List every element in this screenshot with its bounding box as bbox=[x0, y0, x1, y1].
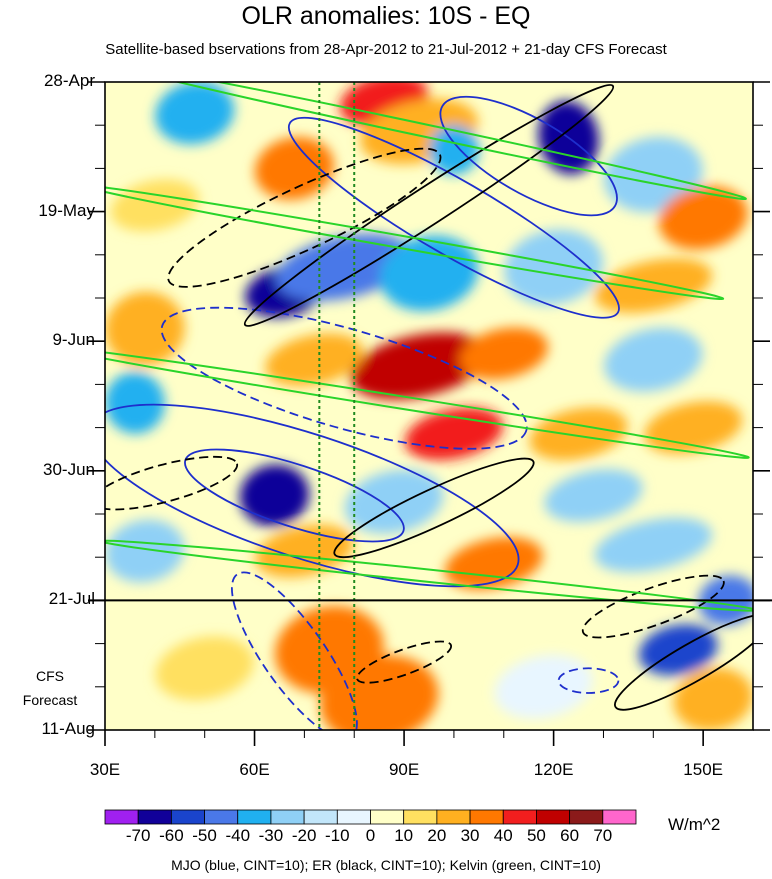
wave-contours bbox=[105, 82, 753, 730]
colorbar-label-12: 50 bbox=[526, 826, 546, 845]
mjo-contour-3 bbox=[184, 448, 405, 543]
x-tick-label-0: 30E bbox=[89, 760, 121, 779]
colorbar-swatch-13 bbox=[536, 809, 571, 825]
x-tick-label-2: 90E bbox=[388, 760, 420, 779]
colorbar-swatch-15 bbox=[602, 809, 637, 825]
colorbar-swatch-1 bbox=[137, 809, 172, 825]
er-contour-13 bbox=[356, 640, 453, 684]
colorbar-unit: W/m^2 bbox=[668, 815, 721, 834]
anomaly-field bbox=[105, 82, 753, 730]
colorbar-label-11: 40 bbox=[493, 826, 513, 845]
olr-anomaly-13 bbox=[594, 258, 713, 313]
kelvin-contour-15 bbox=[105, 184, 725, 301]
olr-anomaly-14 bbox=[105, 291, 185, 367]
colorbar-swatch-5 bbox=[270, 809, 305, 825]
colorbar-swatch-10 bbox=[436, 809, 471, 825]
colorbar-label-10: 30 bbox=[460, 826, 480, 845]
colorbar bbox=[104, 809, 637, 825]
olr-anomaly-15 bbox=[350, 332, 488, 400]
olr-anomaly-35 bbox=[155, 636, 254, 701]
y-tick-label-4: 21-Jul bbox=[48, 589, 95, 609]
forecast-label-line-1: CFS bbox=[36, 668, 64, 684]
olr-anomaly-11 bbox=[379, 235, 479, 311]
colorbar-swatch-3 bbox=[204, 809, 239, 825]
colorbar-label-0: -70 bbox=[125, 826, 151, 845]
olr-anomaly-12 bbox=[504, 229, 603, 305]
olr-anomaly-18 bbox=[604, 327, 703, 392]
colorbar-label-6: -10 bbox=[325, 826, 350, 845]
olr-anomaly-32 bbox=[319, 655, 439, 730]
y-tick-label-1: 19-May bbox=[38, 200, 95, 220]
colorbar-swatch-9 bbox=[403, 809, 438, 825]
chart-subtitle: Satellite-based bservations from 28-Apr-… bbox=[105, 41, 667, 58]
olr-anomaly-25 bbox=[544, 469, 643, 522]
er-contour-12 bbox=[581, 574, 725, 639]
mjo-contour-1 bbox=[439, 95, 618, 217]
colorbar-swatch-6 bbox=[303, 809, 338, 825]
colorbar-swatch-11 bbox=[469, 809, 504, 825]
er-contour-7 bbox=[243, 84, 615, 327]
olr-anomaly-26 bbox=[594, 517, 713, 573]
olr-anomaly-28 bbox=[255, 524, 354, 578]
olr-anomaly-36 bbox=[494, 654, 593, 719]
reference-longitudes bbox=[318, 82, 356, 730]
colorbar-label-5: -20 bbox=[291, 826, 317, 845]
olr-anomaly-6 bbox=[254, 137, 334, 200]
olr-anomaly-16 bbox=[459, 327, 548, 380]
mjo-contour-0 bbox=[287, 116, 620, 319]
olr-anomaly-24 bbox=[344, 469, 444, 534]
contour-legend-note: MJO (blue, CINT=10); ER (black, CINT=10)… bbox=[171, 857, 601, 873]
y-tick-label-2: 9-Jun bbox=[52, 330, 95, 350]
olr-anomaly-0 bbox=[155, 82, 235, 145]
y-tick-label-5: 11-Aug bbox=[41, 719, 95, 738]
olr-anomaly-10 bbox=[275, 233, 413, 301]
colorbar-label-14: 70 bbox=[593, 826, 613, 845]
colorbar-swatch-7 bbox=[336, 809, 371, 825]
mjo-contour-4 bbox=[160, 306, 528, 450]
olr-anomaly-23 bbox=[239, 464, 310, 527]
colorbar-swatch-14 bbox=[569, 809, 604, 825]
kelvin-contour-14 bbox=[111, 82, 747, 201]
colorbar-label-8: 10 bbox=[394, 826, 414, 845]
colorbar-label-13: 60 bbox=[560, 826, 580, 845]
colorbar-swatch-8 bbox=[370, 809, 405, 825]
colorbar-swatch-0 bbox=[104, 809, 139, 825]
mjo-contour-6 bbox=[557, 667, 620, 694]
x-tick-label-1: 60E bbox=[239, 760, 270, 779]
y-tick-label-0: 28-Apr bbox=[43, 71, 95, 90]
olr-anomaly-7 bbox=[110, 179, 200, 232]
x-tick-label-4: 150E bbox=[683, 760, 723, 779]
kelvin-contour-16 bbox=[105, 346, 750, 459]
chart-title: OLR anomalies: 10S - EQ bbox=[241, 2, 531, 30]
olr-anomaly-27 bbox=[105, 519, 185, 583]
colorbar-swatch-4 bbox=[237, 809, 272, 825]
colorbar-swatch-12 bbox=[502, 809, 537, 825]
er-contour-8 bbox=[333, 457, 535, 559]
plot-frame bbox=[104, 81, 754, 731]
colorbar-label-2: -50 bbox=[192, 826, 217, 845]
kelvin-contour-17 bbox=[105, 539, 753, 612]
forecast-label-line-2: Forecast bbox=[22, 692, 78, 708]
colorbar-label-3: -40 bbox=[225, 826, 251, 845]
olr-anomaly-29 bbox=[444, 537, 543, 590]
colorbar-label-4: -30 bbox=[258, 826, 284, 845]
er-contour-11 bbox=[105, 455, 239, 511]
axis-ticks bbox=[88, 81, 770, 746]
colorbar-swatch-2 bbox=[170, 809, 205, 825]
colorbar-label-7: 0 bbox=[365, 826, 376, 845]
olr-anomaly-8 bbox=[658, 186, 748, 250]
olr-anomaly-4 bbox=[429, 125, 479, 175]
x-tick-label-3: 120E bbox=[533, 760, 574, 779]
y-tick-label-3: 30-Jun bbox=[43, 459, 95, 479]
mjo-contour-5 bbox=[230, 571, 358, 730]
olr-anomaly-19 bbox=[105, 372, 165, 434]
olr-anomaly-17 bbox=[265, 333, 364, 386]
colorbar-label-1: -60 bbox=[159, 826, 184, 845]
er-contour-9 bbox=[614, 613, 753, 711]
colorbar-label-9: 20 bbox=[427, 826, 447, 845]
